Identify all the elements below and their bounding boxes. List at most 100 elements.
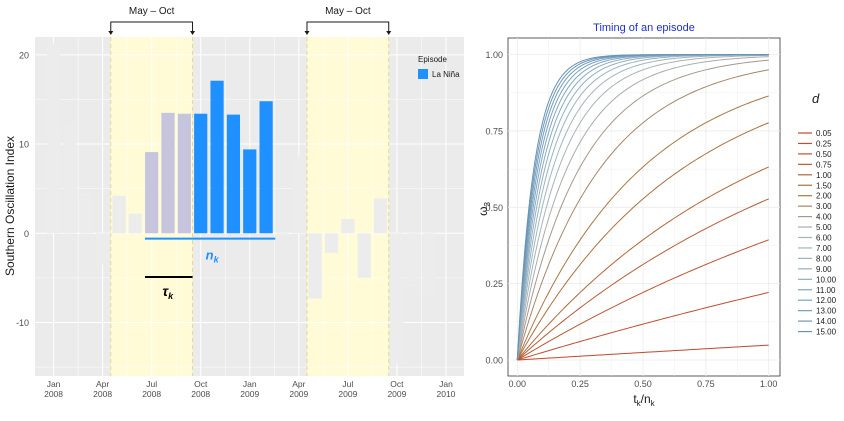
may-oct-brackets: May – Oct May – Oct [108, 6, 392, 35]
left-x-tick-month: Apr [96, 379, 109, 389]
timing-curve-d-1.00 [516, 166, 769, 361]
left-x-tick-month: Jan [439, 379, 453, 389]
d-legend-label: 0.05 [816, 129, 832, 138]
right-y-tick-label: 0.00 [485, 356, 503, 366]
left-x-tick-month: Jan [243, 379, 257, 389]
soi-bar [423, 233, 437, 296]
timing-curve-d-6.00 [516, 54, 769, 361]
soi-bar [308, 233, 322, 299]
d-legend-label: 10.00 [816, 275, 837, 284]
n-k-label: nk [206, 248, 220, 265]
left-x-tick-year: 2008 [191, 389, 210, 399]
soi-bar [357, 233, 371, 278]
may-oct-bracket [110, 21, 194, 34]
d-legend-label: 8.00 [816, 254, 832, 263]
timing-curve-d-0.75 [516, 198, 769, 361]
d-legend-label: 11.00 [816, 286, 836, 295]
timing-curve-d-0.50 [517, 239, 769, 361]
d-legend-label: 1.50 [816, 181, 832, 190]
left-x-tick-month: Jul [146, 379, 157, 389]
left-x-tick-year: 2008 [93, 389, 112, 399]
left-y-tick-label: 0 [24, 229, 29, 239]
d-legend-label: 14.00 [816, 317, 837, 326]
left-x-tick-year: 2010 [436, 389, 455, 399]
timing-curve-d-0.25 [517, 291, 769, 361]
d-legend-label: 15.00 [816, 328, 837, 337]
right-y-axis-label: ω3 [476, 202, 492, 216]
soi-bars [46, 43, 437, 364]
soi-bar [390, 233, 404, 364]
right-chart-title: Timing of an episode [593, 22, 695, 34]
soi-bar [194, 113, 208, 234]
right-y-tick-label: 0.50 [485, 203, 503, 213]
bracket-arrow [304, 31, 310, 35]
soi-bar [112, 195, 126, 234]
d-legend-label: 6.00 [816, 234, 832, 243]
soi-bar [226, 114, 241, 234]
soi-bar [63, 124, 77, 234]
timing-curve-d-0.05 [517, 344, 769, 361]
d-legend-title: d [812, 91, 820, 106]
may-oct-label: May – Oct [325, 6, 371, 17]
timing-curve-d-7.00 [516, 54, 769, 361]
d-legend-label: 3.00 [816, 202, 832, 211]
soi-bar [341, 218, 355, 234]
soi-bar [406, 233, 420, 287]
left-x-tick-year: 2009 [289, 389, 308, 399]
soi-bar [243, 149, 257, 234]
bracket-arrow [190, 31, 196, 35]
d-legend-label: 2.00 [816, 192, 832, 201]
d-legend-label: 5.00 [816, 223, 832, 232]
d-legend-label: 0.25 [816, 139, 832, 148]
soi-bar [46, 43, 61, 234]
right-y-tick-label: 0.25 [485, 279, 503, 289]
left-x-tick-month: Apr [292, 379, 305, 389]
right-x-tick-labels: 0.00 0.25 0.50 0.75 1.00 [509, 379, 778, 389]
right-y-tick-labels: 0.00 0.25 0.50 0.75 1.00 [485, 50, 503, 365]
may-oct-label: May – Oct [129, 6, 175, 17]
d-legend-label: 4.00 [816, 213, 832, 222]
right-y-tick-label: 0.75 [485, 126, 503, 136]
timing-curves [516, 54, 769, 361]
right-x-tick-label: 0.50 [634, 379, 652, 389]
la-nina-legend-swatch [418, 69, 428, 79]
timing-curve-d-3.00 [516, 69, 769, 361]
d-legend-label: 1.00 [816, 171, 832, 180]
soi-bar [128, 213, 142, 234]
timing-curve-d-4.00 [516, 59, 769, 361]
d-legend-label: 9.00 [816, 265, 832, 274]
soi-bar [292, 156, 306, 234]
d-legend-label: 12.00 [816, 296, 837, 305]
left-y-tick-label: 20 [19, 50, 29, 60]
soi-bar [210, 80, 224, 234]
left-y-tick-label: 10 [19, 140, 29, 150]
bracket-arrow [386, 31, 392, 35]
left-x-tick-month: Oct [194, 379, 208, 389]
left-x-tick-month: Oct [390, 379, 404, 389]
soi-bar [96, 233, 110, 265]
timing-curve-d-1.50 [516, 122, 769, 361]
left-y-tick-label: -10 [16, 318, 29, 328]
left-x-tick-month: Jul [342, 379, 353, 389]
soi-bar [177, 113, 191, 234]
left-x-tick-year: 2009 [387, 389, 406, 399]
soi-bar [161, 112, 175, 234]
d-legend: d 0.050.25 0.500.75 1.001.50 2.003.00 4.005.… [798, 91, 837, 337]
left-x-tick-year: 2009 [240, 389, 259, 399]
left-y-axis-label: Southern Oscillation Index [3, 136, 17, 276]
left-legend: Episode La Niña [418, 55, 460, 79]
timing-curve-d-2.00 [516, 95, 769, 361]
tau-k-label: τk [162, 283, 174, 301]
right-x-tick-label: 0.25 [571, 379, 589, 389]
right-gridlines [508, 38, 780, 376]
left-x-tick-year: 2009 [338, 389, 357, 399]
soi-bar [373, 198, 388, 234]
soi-bar [324, 233, 339, 253]
soi-bar [259, 101, 273, 234]
may-oct-bracket [306, 21, 390, 34]
left-x-tick-month: Jan [47, 379, 61, 389]
left-legend-label: La Niña [432, 70, 460, 79]
